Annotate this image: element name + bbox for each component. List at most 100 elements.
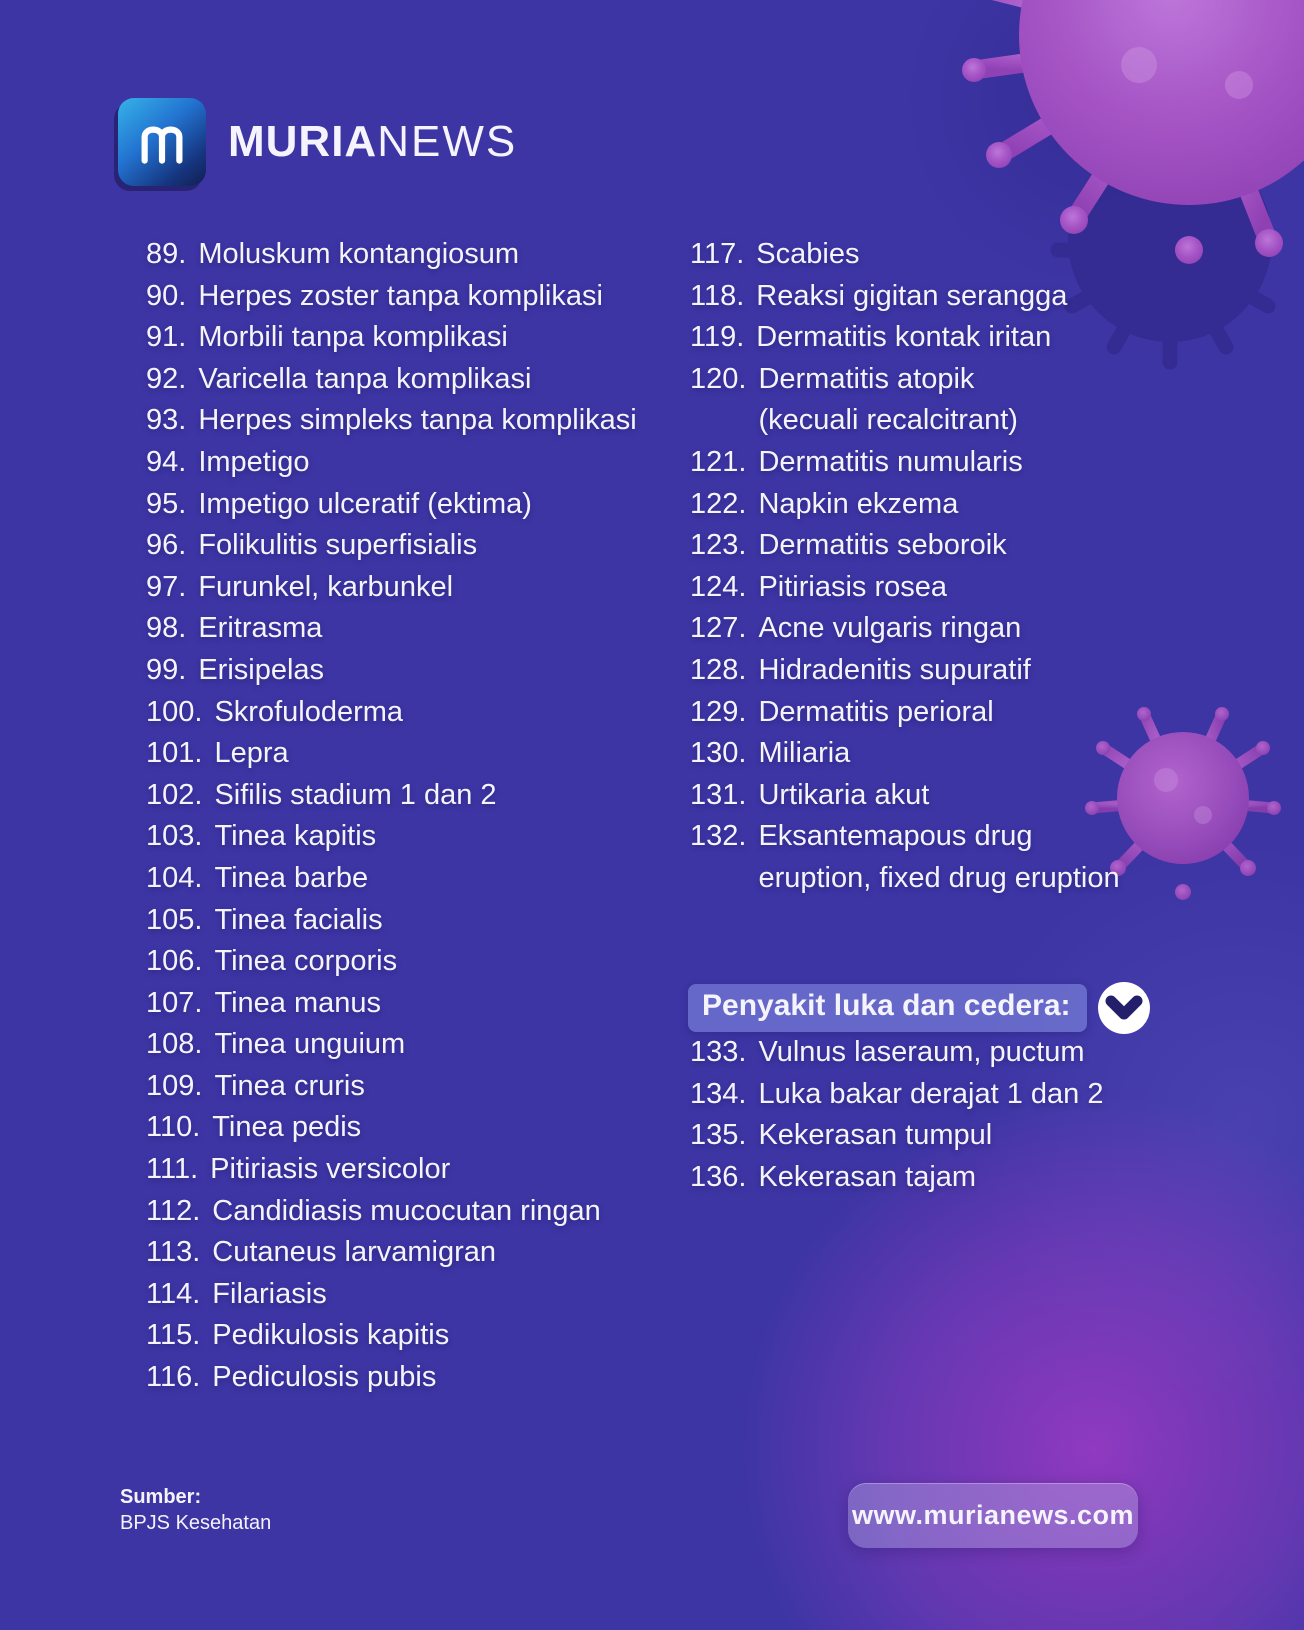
item-text: Acne vulgaris ringan [758, 608, 1021, 650]
item-text: Skrofuloderma [214, 692, 403, 734]
list-item: 103. Tinea kapitis [146, 816, 637, 858]
list-item: 102. Sifilis stadium 1 dan 2 [146, 775, 637, 817]
item-text-line: Kekerasan tajam [758, 1160, 977, 1193]
item-text-line: Dermatitis atopik [758, 362, 975, 395]
list-item: 111. Pitiriasis versicolor [146, 1149, 637, 1191]
list-item: 130. Miliaria [690, 733, 1120, 775]
item-text-line: Luka bakar derajat 1 dan 2 [758, 1077, 1104, 1110]
item-text-line: Moluskum kontangiosum [198, 238, 520, 270]
list-item: 120. Dermatitis atopik (kecuali recalcitra… [690, 359, 1120, 442]
item-text: Impetigo [198, 442, 309, 484]
source-value: BPJS Kesehatan [120, 1512, 272, 1534]
item-text: Sifilis stadium 1 dan 2 [214, 775, 496, 817]
list-item: 100. Skrofuloderma [146, 692, 637, 734]
list-item: 119. Dermatitis kontak iritan [690, 317, 1120, 359]
list-item: 121. Dermatitis numularis [690, 442, 1120, 484]
item-number: 122. [690, 487, 747, 520]
item-number: 97. [146, 570, 187, 603]
list-item: 110. Tinea pedis [146, 1107, 637, 1149]
item-text: Pitiriasis versicolor [210, 1149, 450, 1191]
item-text-line: Folikulitis superfisialis [198, 529, 478, 562]
letter-m-icon [141, 126, 183, 164]
item-number: 119. [690, 321, 745, 354]
item-text: Morbili tanpa komplikasi [198, 317, 507, 359]
item-text: Miliaria [758, 733, 850, 775]
list-item: 113. Cutaneus larvamigran [146, 1232, 637, 1274]
item-number: 92. [146, 362, 187, 395]
list-item: 104. Tinea barbe [146, 858, 637, 900]
item-text-line: Pedikulosis kapitis [212, 1319, 450, 1352]
item-number: 106. [146, 945, 203, 978]
item-text: Tinea cruris [214, 1066, 364, 1108]
list-item: 98. Eritrasma [146, 608, 637, 650]
list-item: 101. Lepra [146, 733, 637, 775]
item-text: Tinea kapitis [214, 816, 376, 858]
item-text: Furunkel, karbunkel [198, 567, 453, 609]
list-item: 128. Hidradenitis supuratif [690, 650, 1120, 692]
item-text: Folikulitis superfisialis [198, 525, 477, 567]
item-text: Herpes simpleks tanpa komplikasi [198, 400, 636, 442]
item-number: 105. [146, 903, 203, 936]
item-text: Tinea pedis [212, 1107, 361, 1149]
list-item: 112. Candidiasis mucocutan ringan [146, 1191, 637, 1233]
item-number: 109. [146, 1069, 203, 1102]
item-text-line: eruption, fixed drug eruption [758, 861, 1120, 894]
website-button[interactable]: www.murianews.com [848, 1483, 1138, 1548]
list-item: 116. Pediculosis pubis [146, 1357, 637, 1399]
item-text-line: Dermatitis seboroik [758, 529, 1007, 562]
item-text: Impetigo ulceratif (ektima) [198, 484, 532, 526]
item-number: 89. [146, 238, 187, 270]
item-text-line: Furunkel, karbunkel [198, 570, 454, 603]
item-number: 90. [146, 279, 187, 312]
list-item: 123. Dermatitis seboroik [690, 525, 1120, 567]
item-text-line: Dermatitis perioral [758, 695, 994, 728]
item-text: Tinea facialis [214, 900, 382, 942]
item-text-line: Kekerasan tumpul [758, 1119, 993, 1152]
list-item: 124. Pitiriasis rosea [690, 567, 1120, 609]
item-number: 100. [146, 695, 203, 728]
item-number: 108. [146, 1028, 203, 1061]
item-text: Vulnus laseraum, puctum [758, 1032, 1084, 1074]
list-item: 122. Napkin ekzema [690, 484, 1120, 526]
item-number: 134. [690, 1077, 747, 1110]
list-item: 134. Luka bakar derajat 1 dan 2 [690, 1074, 1103, 1116]
list-item: 131. Urtikaria akut [690, 775, 1120, 817]
item-text-line: Pitiriasis rosea [758, 570, 948, 603]
item-text-line: Urtikaria akut [758, 778, 930, 811]
injury-section-header: Penyakit luka dan cedera: [688, 981, 1151, 1035]
item-number: 110. [146, 1111, 201, 1144]
item-text-line: Tinea pedis [212, 1111, 362, 1144]
item-number: 95. [146, 487, 187, 520]
item-text: Reaksi gigitan serangga [756, 276, 1067, 318]
item-number: 98. [146, 612, 187, 645]
item-text: Lepra [214, 733, 288, 775]
item-text: Pedikulosis kapitis [212, 1315, 449, 1357]
item-text: Tinea manus [214, 983, 381, 1025]
item-text-line: Hidradenitis supuratif [758, 653, 1031, 686]
item-text: Eritrasma [198, 608, 322, 650]
item-text-line: Erisipelas [198, 653, 325, 686]
brand-logo: MURIANEWS [118, 98, 517, 186]
item-number: 115. [146, 1319, 201, 1352]
item-text: Erisipelas [198, 650, 324, 692]
item-number: 91. [146, 321, 187, 354]
list-item: 106. Tinea corporis [146, 941, 637, 983]
item-number: 131. [690, 778, 747, 811]
item-text: Herpes zoster tanpa komplikasi [198, 276, 603, 318]
item-text-line: Cutaneus larvamigran [212, 1236, 496, 1269]
item-number: 129. [690, 695, 747, 728]
item-number: 116. [146, 1361, 201, 1394]
list-item: 95. Impetigo ulceratif (ektima) [146, 484, 637, 526]
brand-name-light: NEWS [377, 117, 518, 166]
item-text-line: Impetigo [198, 445, 310, 478]
item-text-line: Reaksi gigitan serangga [756, 279, 1068, 312]
item-text-line: Impetigo ulceratif (ektima) [198, 487, 532, 520]
item-number: 99. [146, 653, 187, 686]
item-text-line: Filariasis [212, 1277, 327, 1310]
item-text: Moluskum kontangiosum [198, 234, 519, 276]
item-text-line: Skrofuloderma [214, 695, 404, 728]
item-text: Hidradenitis supuratif [758, 650, 1030, 692]
item-text-line: Pitiriasis versicolor [210, 1153, 451, 1186]
item-number: 127. [690, 612, 747, 645]
item-text-line: Pediculosis pubis [212, 1361, 437, 1394]
